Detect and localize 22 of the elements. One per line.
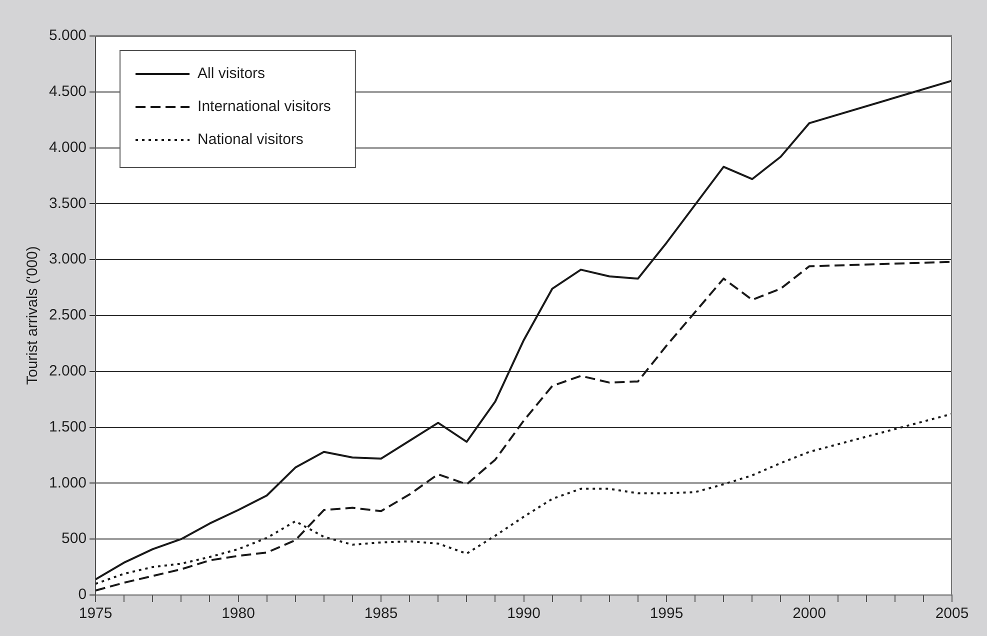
x-tick-label: 2000 <box>792 605 826 622</box>
x-tick-label: 1975 <box>78 605 112 622</box>
y-tick-label: 500 <box>62 530 87 548</box>
y-tick-label: 1.500 <box>48 418 87 436</box>
y-tick-label: 2.500 <box>48 306 87 324</box>
y-tick-label: 3.500 <box>48 194 87 212</box>
y-tick-label: 4.000 <box>48 138 87 156</box>
x-tick-label: 1980 <box>222 605 255 622</box>
y-tick-label: 0 <box>78 586 87 604</box>
x-tick-label: 1990 <box>507 605 540 622</box>
y-tick-label: 2.000 <box>48 362 87 380</box>
x-tick-label: 1985 <box>364 605 398 622</box>
y-tick-label: 4.500 <box>48 83 87 100</box>
x-tick-label: 2005 <box>935 605 969 622</box>
y-axis-title: Tourist arrivals ('000) <box>24 246 42 385</box>
legend-label: National visitors <box>198 131 304 148</box>
y-tick-label: 3.000 <box>48 250 87 268</box>
y-tick-label: 1.000 <box>48 474 87 492</box>
x-tick-label: 1995 <box>650 605 684 622</box>
legend-label: International visitors <box>198 98 331 116</box>
y-tick-label: 5.000 <box>48 27 87 44</box>
legend-label: All visitors <box>198 65 266 82</box>
